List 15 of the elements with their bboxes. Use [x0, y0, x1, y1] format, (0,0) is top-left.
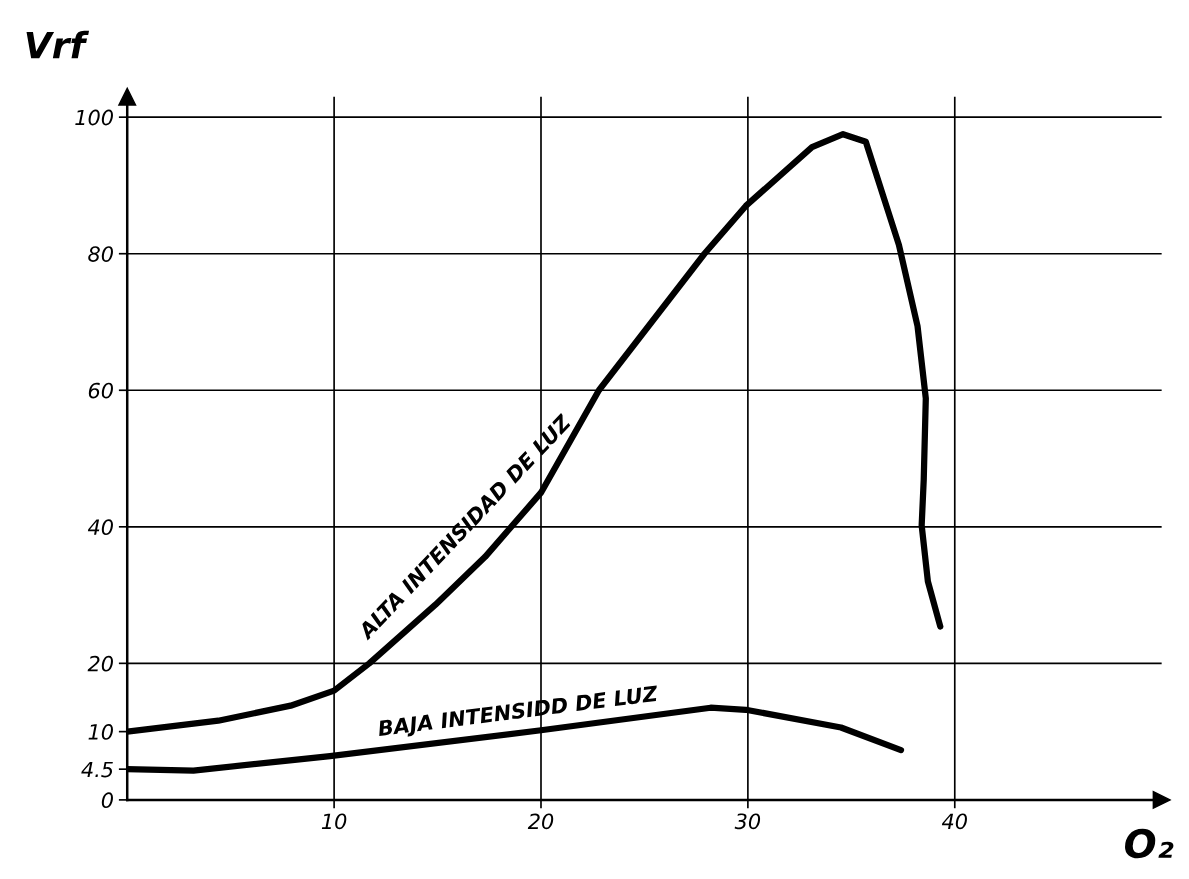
y-tick-label: 20 — [87, 655, 113, 672]
y-tick-label: 100 — [75, 109, 113, 126]
y-tick-label: 80 — [88, 246, 113, 262]
y-tick-label: 60 — [88, 382, 113, 399]
y-tick-label: 40 — [87, 519, 113, 536]
x-tick-label: 20 — [527, 813, 554, 830]
x-axis-title: O₂ — [1125, 828, 1174, 859]
text: BAJA INTENSIDD DE LUZ — [377, 685, 660, 741]
y-tick-label: 4.5 — [81, 761, 113, 778]
x-tick-label: 30 — [734, 813, 761, 830]
y-tick-label: 10 — [88, 724, 113, 740]
y-axis-title: Vrf — [26, 30, 90, 59]
x-tick-label: 40 — [941, 813, 967, 830]
x-tick-label: 10 — [321, 813, 347, 830]
y-tick-label: 0 — [101, 792, 113, 809]
